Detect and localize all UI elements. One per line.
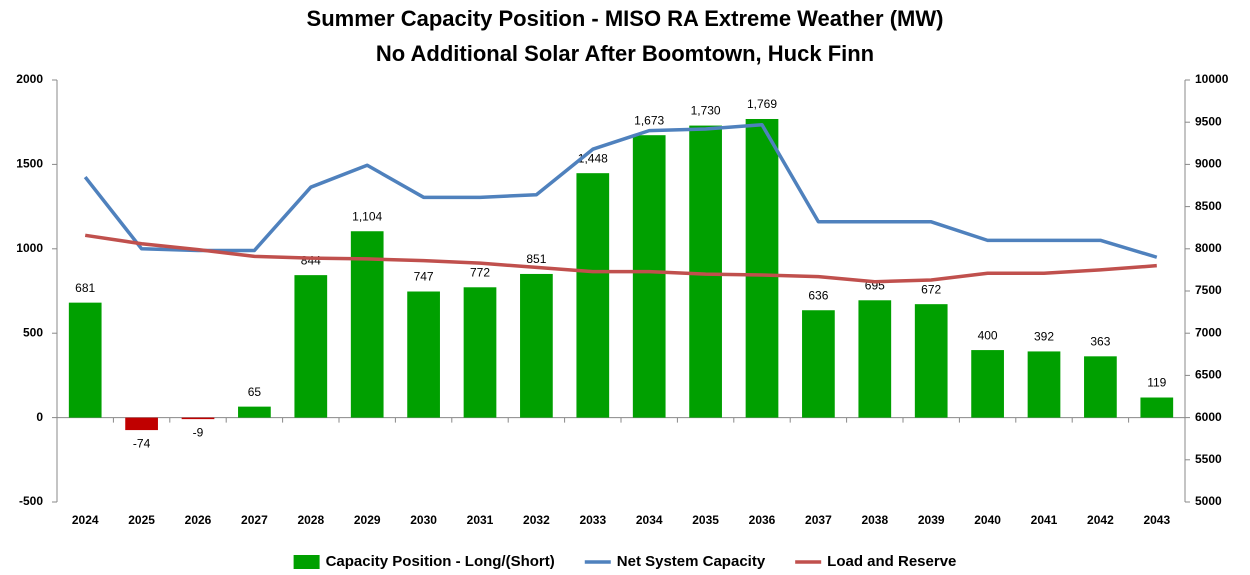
data-label: 119 [1147,376,1166,390]
y2-tick-label: 8500 [1195,199,1222,213]
data-label: 747 [414,270,434,284]
bar [181,417,215,420]
x-tick-label: 2043 [1143,513,1170,527]
y2-tick-label: 6500 [1195,368,1222,382]
x-tick-label: 2034 [636,513,663,527]
data-label: 1,104 [352,209,382,223]
data-label: 844 [301,253,321,267]
bar [68,302,102,418]
data-label: 636 [808,288,828,302]
x-tick-label: 2030 [410,513,437,527]
data-label: 392 [1034,330,1054,344]
line [83,122,1158,259]
legend-swatch [293,555,320,569]
x-tick-label: 2027 [241,513,268,527]
bar [802,310,835,418]
x-tick-label: 2029 [354,513,381,527]
x-tick-label: 2037 [805,513,832,527]
chart-title: Summer Capacity Position - MISO RA Extre… [307,6,944,31]
x-tick-label: 2028 [297,513,324,527]
x-tick-label: 2040 [974,513,1001,527]
y2-tick-label: 7500 [1195,283,1222,297]
y2-tick-label: 10000 [1195,72,1229,86]
legend-label: Net System Capacity [617,553,766,570]
y-tick-label: -500 [19,494,43,508]
data-label: 772 [470,265,490,279]
bar [407,291,440,418]
x-tick-label: 2042 [1087,513,1114,527]
data-label: 400 [978,328,998,342]
bar [238,406,271,418]
legend-label: Load and Reserve [827,553,956,570]
bar [350,231,384,418]
data-label: 1,769 [747,97,777,111]
bar [632,135,666,418]
x-tick-label: 2031 [467,513,494,527]
bar [463,287,497,418]
bar [576,173,610,418]
y-tick-label: 1500 [16,157,43,171]
bar [745,118,779,418]
bar [971,350,1004,418]
data-label: -9 [193,425,204,439]
y2-tick-label: 5000 [1195,494,1222,508]
x-tick-label: 2039 [918,513,945,527]
y2-tick-label: 6000 [1195,410,1222,424]
bar [520,273,553,418]
x-tick-label: 2041 [1031,513,1058,527]
data-label: 1,730 [691,104,721,118]
y2-tick-label: 9000 [1195,157,1222,171]
x-tick-label: 2024 [72,513,99,527]
bar [689,125,722,418]
y-tick-label: 500 [23,325,43,339]
data-label: 1,673 [634,113,664,127]
y2-tick-label: 9500 [1195,114,1222,128]
y-tick-label: 0 [36,410,43,424]
bar [1140,397,1174,418]
x-tick-label: 2032 [523,513,550,527]
line [84,233,1157,284]
chart-subtitle: No Additional Solar After Boomtown, Huck… [376,41,874,66]
x-tick-label: 2026 [185,513,212,527]
bar [1084,356,1117,418]
bar [858,300,892,418]
data-label: 851 [526,252,546,266]
bar [294,275,328,418]
data-label: 363 [1090,334,1110,348]
x-tick-label: 2025 [128,513,155,527]
data-label: 681 [75,281,95,295]
y-tick-label: 2000 [16,72,43,86]
data-label: 65 [248,385,262,399]
data-label: 672 [921,282,941,296]
x-tick-label: 2038 [861,513,888,527]
y2-tick-label: 5500 [1195,452,1222,466]
data-label: -74 [133,436,151,450]
x-tick-label: 2036 [749,513,776,527]
y2-tick-label: 7000 [1195,325,1222,339]
x-tick-label: 2035 [692,513,719,527]
bar [914,304,948,418]
bar [125,417,158,431]
legend-label: Capacity Position - Long/(Short) [326,553,555,570]
y-tick-label: 1000 [16,241,43,255]
x-tick-label: 2033 [579,513,606,527]
y2-tick-label: 8000 [1195,241,1222,255]
bar [1027,351,1061,418]
